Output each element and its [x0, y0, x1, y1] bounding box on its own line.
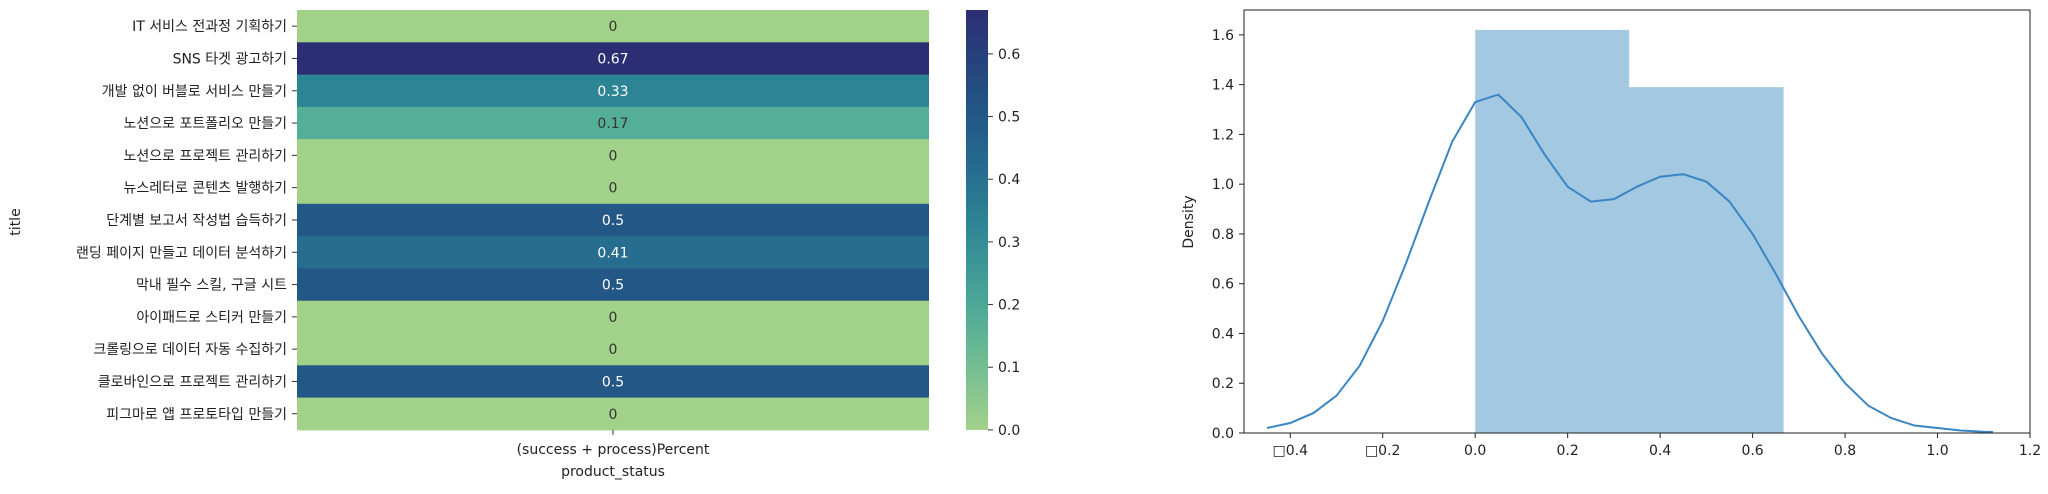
histogram-bar: [1629, 87, 1784, 434]
heatmap-cell-label: 0.41: [597, 245, 628, 261]
colorbar-gradient: [966, 10, 988, 430]
heatmap-cell-label: 0.5: [602, 213, 624, 229]
heatmap-cell-label: 0: [609, 181, 618, 197]
colorbar-tick-label: 0.0: [998, 423, 1020, 439]
heatmap-row-label: SNS 타겟 광고하기: [173, 51, 287, 67]
density-y-tick-label: 1.2: [1212, 127, 1234, 143]
colorbar-tick-label: 0.2: [998, 298, 1020, 314]
density-panel: □0.4 □0.2 0.0 0.2 0.4 0.6 0.8 1.0 1.2 0.00.20.40…: [1181, 9, 2041, 459]
density-x-tick-label: 0.8: [1834, 443, 1856, 459]
heatmap-cell-label: 0.5: [602, 278, 624, 294]
heatmap-row-label: 아이패드로 스티커 만들기: [136, 310, 287, 326]
histogram-bar: [1475, 29, 1630, 433]
colorbar-tick-label: 0.3: [998, 235, 1020, 251]
heatmap-cell-label: 0.33: [597, 84, 628, 100]
colorbar: 0.0 0.1 0.2 0.3 0.4 0.5 0.6: [966, 10, 1020, 439]
density-axes: [1243, 9, 2031, 434]
density-y-axis-label: Density: [1181, 195, 1197, 248]
histogram-bars: [1475, 29, 1784, 434]
colorbar-ticks: 0.0 0.1 0.2 0.3 0.4 0.5 0.6: [988, 47, 1020, 439]
colorbar-tick-label: 0.6: [998, 47, 1020, 63]
density-y-tick-label: 1.6: [1212, 28, 1234, 44]
heatmap-cell: [297, 74, 929, 108]
density-x-ticks: □0.4 □0.2 0.0 0.2 0.4 0.6 0.8 1.0 1.2: [1272, 433, 2041, 459]
density-y-tick-label: 0.2: [1212, 376, 1234, 392]
heatmap-row-label: 뉴스레터로 콘텐츠 발행하기: [124, 181, 287, 197]
heatmap-cell: [297, 365, 929, 399]
density-y-tick-label: 0.4: [1212, 326, 1234, 342]
density-x-tick-label: 0.4: [1649, 443, 1671, 459]
heatmap-row-label: 노션으로 포트폴리오 만들기: [124, 116, 287, 132]
heatmap-row-label: 단계별 보고서 작성법 습득하기: [106, 213, 287, 229]
heatmap-column-label: (success + process)Percent: [517, 442, 710, 458]
heatmap-cell-label: 0: [609, 148, 618, 164]
density-y-tick-label: 0.0: [1212, 426, 1234, 442]
heatmap-cell: [297, 268, 929, 302]
heatmap-row-label: 크롤링으로 데이터 자동 수집하기: [93, 342, 287, 358]
heatmap-cell: [297, 106, 929, 140]
heatmap-row-label: 랜딩 페이지 만들고 데이터 분석하기: [76, 245, 287, 261]
heatmap-cell-label: 0: [609, 19, 618, 35]
heatmap-cells: 0 0.67 0.33 0.17 0 0 0.5 0.41 0.5 0 0 0.5 0: [297, 10, 929, 435]
density-y-tick-label: 1.4: [1212, 78, 1234, 94]
heatmap-cell-label: 0.17: [597, 116, 628, 132]
heatmap-cell: [297, 10, 929, 43]
heatmap-row-label: 막내 필수 스킬, 구글 시트: [136, 278, 287, 294]
density-frame: [1243, 9, 2031, 434]
heatmap-cell: [297, 139, 929, 172]
heatmap-cell-label: 0: [609, 310, 618, 326]
heatmap-cell-label: 0.5: [602, 374, 624, 390]
density-y-tick-label: 0.8: [1212, 227, 1234, 243]
density-x-tick-label: 0.0: [1464, 443, 1486, 459]
heatmap-cell: [297, 236, 929, 269]
heatmap-row-label: 개발 없이 버블로 서비스 만들기: [102, 84, 287, 100]
density-x-tick-label: □0.2: [1365, 443, 1401, 459]
heatmap-cell: [297, 171, 929, 205]
density-y-tick-label: 0.6: [1212, 277, 1234, 293]
colorbar-tick-label: 0.5: [998, 110, 1020, 126]
density-x-tick-label: 0.2: [1557, 443, 1579, 459]
density-x-tick-label: □0.4: [1272, 443, 1308, 459]
heatmap-row-label: 클로바인으로 프로젝트 관리하기: [98, 374, 287, 390]
kde-curve: [1266, 93, 1994, 433]
density-x-tick-label: 1.2: [2019, 443, 2041, 459]
heatmap-cell-label: 0: [609, 342, 618, 358]
density-y-ticks: 0.0 0.2 0.4 0.6 0.8 1.0 1.2 1.4 1.6: [1212, 28, 1244, 442]
heatmap-cell-label: 0.67: [597, 51, 628, 67]
density-y-tick-label: 1.0: [1212, 177, 1234, 193]
heatmap-cell: [297, 333, 929, 366]
heatmap-cell-label: 0: [609, 407, 618, 423]
density-x-tick-label: 1.0: [1926, 443, 1948, 459]
heatmap-cell: [297, 203, 929, 237]
heatmap-x-axis-label: product_status: [561, 464, 665, 480]
colorbar-tick-label: 0.4: [998, 172, 1020, 188]
heatmap-cell: [297, 42, 929, 76]
colorbar-tick-label: 0.1: [998, 360, 1020, 376]
heatmap-panel: 0 0.67 0.33 0.17 0 0 0.5 0.41 0.5 0 0 0.5 0 IT 서비스 전…: [8, 10, 929, 480]
density-x-tick-label: 0.6: [1741, 443, 1763, 459]
heatmap-cell: [297, 300, 929, 334]
heatmap-cell: [297, 397, 929, 431]
heatmap-y-axis-label: title: [8, 208, 24, 235]
heatmap-row-label: IT 서비스 전과정 기획하기: [132, 19, 287, 35]
heatmap-row-label: 노션으로 프로젝트 관리하기: [124, 148, 287, 164]
heatmap-row-label: 피그마로 앱 프로토타입 만들기: [106, 407, 287, 423]
